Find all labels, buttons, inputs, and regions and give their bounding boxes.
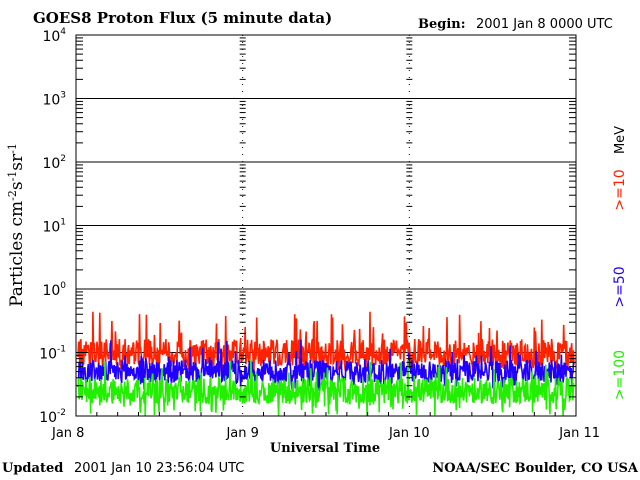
y-tick-base: 10	[42, 156, 60, 172]
y-tick-label: 104	[42, 27, 66, 45]
y-tick-exp: 3	[60, 91, 66, 101]
series-line-1	[77, 339, 575, 391]
y-tick-exp: -1	[57, 345, 66, 355]
legend-entry-50: >=50	[612, 266, 628, 307]
begin-value: 2001 Jan 8 0000 UTC	[476, 17, 613, 32]
x-tick-label: Jan 10	[388, 426, 430, 441]
chart-title: GOES8 Proton Flux (5 minute data)	[33, 9, 332, 27]
y-label-part: sr	[7, 153, 27, 171]
x-axis-ticks: Jan 8 Jan 9 Jan 10 Jan 11	[51, 412, 600, 441]
y-tick-exp: 1	[60, 218, 66, 228]
credit-text: NOAA/SEC Boulder, CO USA	[432, 461, 639, 476]
x-tick-label: Jan 9	[225, 426, 258, 441]
series-line-0	[77, 311, 575, 372]
y-tick-base: 10	[42, 220, 60, 236]
updated-value: 2001 Jan 10 23:56:04 UTC	[74, 461, 244, 476]
y-label-part: Particles cm	[7, 201, 27, 307]
y-tick-exp: 0	[60, 281, 66, 291]
y-tick-base: 10	[39, 410, 57, 426]
begin-label: Begin:	[418, 17, 466, 32]
series-line-2	[77, 359, 575, 416]
y-tick-exp: 2	[60, 154, 66, 164]
y-axis-label: Particles cm-2s-1sr-1	[6, 143, 27, 307]
legend-entry-100: >=100	[612, 350, 628, 400]
y-tick-label: 10-1	[39, 345, 66, 363]
y-tick-label: 102	[42, 154, 66, 172]
y-tick-base: 10	[42, 29, 60, 45]
legend-unit: MeV	[613, 126, 628, 154]
y-label-part: s	[7, 181, 27, 190]
updated-label: Updated	[2, 461, 63, 476]
y-tick-label: 101	[42, 218, 66, 236]
y-tick-label: 100	[42, 281, 66, 299]
x-axis-label: Universal Time	[270, 441, 380, 456]
legend: MeV >=10 >=50 >=100	[612, 126, 628, 400]
data-series	[77, 311, 575, 416]
y-label-sup: -2	[6, 190, 19, 201]
y-tick-exp: -2	[57, 408, 66, 418]
legend-entry-10: >=10	[612, 169, 628, 210]
y-tick-label: 10-2	[39, 408, 66, 426]
y-tick-exp: 4	[60, 27, 66, 37]
y-tick-base: 10	[39, 347, 57, 363]
y-tick-base: 10	[42, 93, 60, 109]
x-tick-label: Jan 11	[558, 426, 600, 441]
y-tick-label: 103	[42, 91, 66, 109]
y-tick-base: 10	[42, 283, 60, 299]
y-label-sup: -1	[6, 143, 19, 154]
y-label-sup: -1	[6, 171, 19, 182]
x-tick-label: Jan 8	[51, 426, 84, 441]
